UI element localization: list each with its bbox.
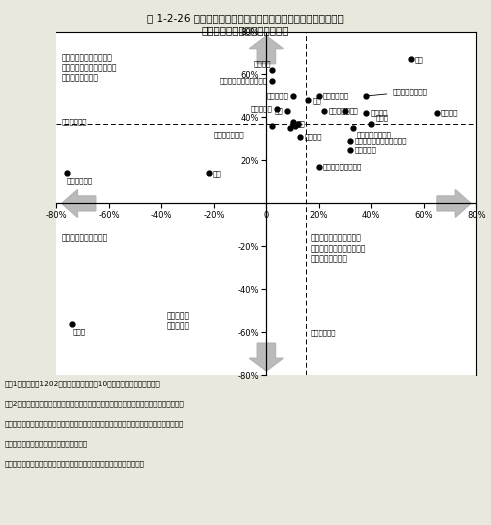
Text: ゴム製品: ゴム製品 [441,110,459,117]
Text: 石油・石炭製品: 石油・石炭製品 [213,132,244,138]
Text: 医薬品: 医薬品 [72,328,85,334]
Text: 鉄鋼: 鉄鋼 [415,56,424,63]
Text: 精密機械: 精密機械 [254,61,272,67]
Text: （全体平均）: （全体平均） [311,329,336,335]
Text: 情報サービス: 情報サービス [67,177,93,184]
Text: 2．横軸・縦軸の座標は、（米国（横軸）・欧州（縦軸）との比較において「我が国が: 2．横軸・縦軸の座標は、（米国（横軸）・欧州（縦軸）との比較において「我が国が [5,401,185,407]
Text: 食品: 食品 [213,170,221,176]
FancyArrow shape [249,36,283,64]
Text: 通信・電子・電機計測器: 通信・電子・電機計測器 [219,78,268,84]
Text: 自動車: 自動車 [376,114,388,121]
Text: ・化学繊維: ・化学繊維 [355,146,377,153]
Text: 欧州の方が
優れている: 欧州の方が 優れている [166,311,190,330]
Text: （全体平均）: （全体平均） [62,119,87,125]
Text: 金属製品: 金属製品 [370,110,388,117]
Text: 化学肥料・無機・有機化学: 化学肥料・無機・有機化学 [355,138,407,144]
Text: が優れている」の回答者の比率）。: が優れている」の回答者の比率）。 [5,440,88,447]
Text: 非鉄金属: 非鉄金属 [304,133,322,140]
Text: 輸送（自動車以外）: 輸送（自動車以外） [323,164,362,170]
Text: その他化学: その他化学 [328,108,350,114]
Text: 建設: 建設 [297,121,305,127]
Text: 窯業: 窯業 [349,108,358,114]
Text: 繊維: 繊維 [274,108,283,114]
Text: 油脂・塗料: 油脂・塗料 [267,93,288,99]
Text: 資料：科学技術庁「民間企業の研究活動に関する調査」（平成９年度）: 資料：科学技術庁「民間企業の研究活動に関する調査」（平成９年度） [5,460,145,467]
Text: 運輸・通信・公益: 運輸・通信・公益 [357,131,392,138]
Text: 注）1．回答企業1202社のうち、回答数が10社以下の業種は省略した。: 注）1．回答企業1202社のうち、回答数が10社以下の業種は省略した。 [5,381,161,387]
Text: 機械: 機械 [312,97,321,103]
Text: 比較してどのように見ているか: 比較してどのように見ているか [202,25,289,35]
FancyArrow shape [249,343,283,371]
Text: パルプ・紙: パルプ・紙 [251,106,273,112]
Text: プラスチック製品: プラスチック製品 [369,88,427,96]
Text: 第 1-2-26 図　我が国の民間企業は自らの業種の技術力を欧米と: 第 1-2-26 図 我が国の民間企業は自らの業種の技術力を欧米と [147,13,344,23]
Text: 米国よりも我が国が優れ
ている、または現在、競争
相手となっている: 米国よりも我が国が優れ ている、または現在、競争 相手となっている [311,234,366,264]
Text: 米国の方が優れている: 米国の方が優れている [62,234,108,243]
FancyArrow shape [437,190,471,217]
FancyArrow shape [62,190,96,217]
Text: 欧州よりも我が国が優れ
ている、または現在、競争
相手となっている: 欧州よりも我が国が優れ ている、または現在、競争 相手となっている [62,53,117,83]
Text: 電気機械器具: 電気機械器具 [323,93,349,99]
Text: 優れている」と「現在、競争相手となっている」の回答比率の合計）－（「相手の方: 優れている」と「現在、競争相手となっている」の回答比率の合計）－（「相手の方 [5,421,184,427]
